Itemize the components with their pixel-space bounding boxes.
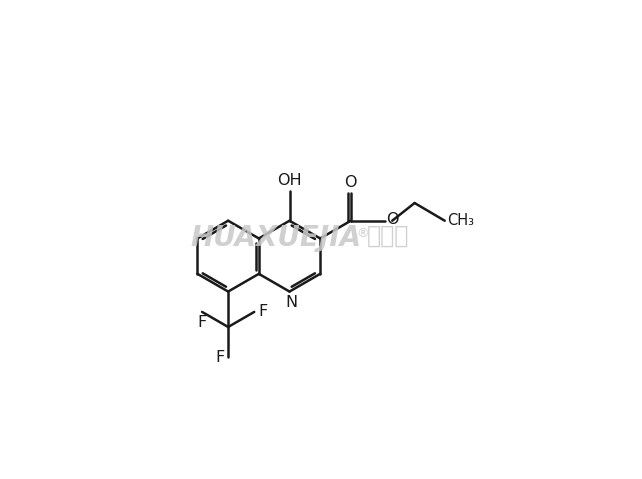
Text: F: F — [198, 315, 207, 330]
Text: HUAXUEJIA: HUAXUEJIA — [190, 224, 361, 251]
Text: O: O — [386, 213, 399, 228]
Text: CH₃: CH₃ — [447, 213, 474, 228]
Text: F: F — [215, 350, 224, 365]
Text: 化学加: 化学加 — [367, 224, 409, 248]
Text: ®: ® — [356, 227, 369, 240]
Text: OH: OH — [277, 173, 302, 188]
Text: N: N — [285, 295, 297, 309]
Text: O: O — [345, 175, 357, 190]
Text: F: F — [258, 305, 267, 319]
